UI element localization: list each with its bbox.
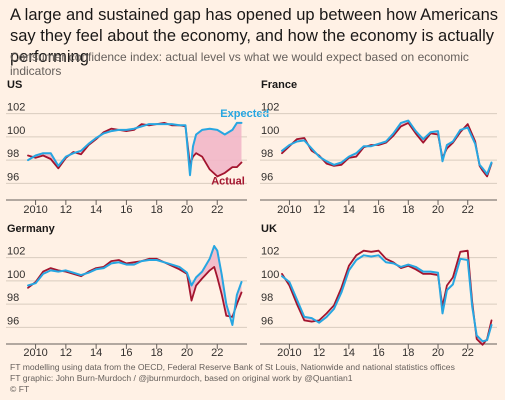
x-tick-label: 2010 bbox=[277, 204, 301, 216]
copyright-note: © FT bbox=[10, 384, 30, 394]
series-line-expected bbox=[27, 121, 243, 177]
y-tick-label: 96 bbox=[7, 171, 19, 183]
x-tick-label: 20 bbox=[432, 204, 444, 216]
x-tick-label: 18 bbox=[151, 347, 163, 359]
x-tick-label: 22 bbox=[211, 204, 223, 216]
y-tick-label: 98 bbox=[261, 292, 273, 304]
panel-title: UK bbox=[261, 223, 277, 235]
credit-note: FT graphic: John Burn-Murdoch / @jburnmu… bbox=[10, 373, 353, 383]
panel-title: France bbox=[261, 79, 297, 91]
y-tick-label: 98 bbox=[7, 148, 19, 160]
y-tick-label: 102 bbox=[261, 102, 279, 114]
x-tick-label: 12 bbox=[60, 204, 72, 216]
annotation-actual: Actual bbox=[211, 176, 245, 188]
x-tick-label: 14 bbox=[90, 204, 102, 216]
chart-title: A large and sustained gap has opened up … bbox=[10, 6, 499, 66]
gap-shading bbox=[282, 250, 492, 345]
y-tick-label: 102 bbox=[7, 246, 25, 258]
x-tick-label: 18 bbox=[402, 204, 414, 216]
x-tick-label: 2010 bbox=[23, 347, 47, 359]
y-tick-label: 96 bbox=[261, 171, 273, 183]
panel-title: Germany bbox=[7, 223, 56, 235]
y-tick-label: 102 bbox=[7, 102, 25, 114]
y-tick-label: 98 bbox=[7, 292, 19, 304]
panel-us: US 96 98 100 102 2010 12 14 16 18 20 22 Expected Actu… bbox=[6, 79, 269, 216]
x-tick-label: 20 bbox=[181, 204, 193, 216]
x-tick-label: 14 bbox=[90, 347, 102, 359]
y-tick-label: 100 bbox=[7, 269, 25, 281]
x-tick-label: 14 bbox=[343, 204, 355, 216]
annotation-expected: Expected bbox=[220, 108, 269, 120]
y-tick-label: 96 bbox=[261, 315, 273, 327]
panel-uk: UK 96 98 100 102 2010 12 14 16 18 20 22 bbox=[260, 223, 497, 359]
x-tick-label: 18 bbox=[402, 347, 414, 359]
x-tick-label: 22 bbox=[462, 204, 474, 216]
panel-germany: Germany 96 98 100 102 2010 12 14 16 18 20 22 bbox=[6, 223, 247, 359]
x-tick-label: 2010 bbox=[23, 204, 47, 216]
panel-title: US bbox=[7, 79, 22, 91]
x-tick-label: 18 bbox=[151, 204, 163, 216]
y-tick-label: 96 bbox=[7, 315, 19, 327]
y-tick-label: 102 bbox=[261, 246, 279, 258]
x-tick-label: 12 bbox=[60, 347, 72, 359]
series-line-expected bbox=[281, 254, 493, 343]
x-tick-label: 16 bbox=[120, 204, 132, 216]
x-tick-label: 16 bbox=[120, 347, 132, 359]
y-tick-label: 100 bbox=[261, 125, 279, 137]
x-tick-label: 12 bbox=[313, 347, 325, 359]
chart-footer: FT modelling using data from the OECD, F… bbox=[10, 362, 502, 395]
x-tick-label: 20 bbox=[432, 347, 444, 359]
chart-subtitle: Consumer confidence index: actual level … bbox=[10, 50, 469, 78]
panel-france: France 96 98 100 102 2010 12 14 16 18 20 22 bbox=[260, 79, 497, 216]
x-tick-label: 22 bbox=[462, 347, 474, 359]
x-tick-label: 16 bbox=[372, 204, 384, 216]
series-line-actual bbox=[281, 249, 493, 346]
x-tick-label: 12 bbox=[313, 204, 325, 216]
x-tick-label: 14 bbox=[343, 347, 355, 359]
source-note: FT modelling using data from the OECD, F… bbox=[10, 362, 455, 372]
x-tick-label: 22 bbox=[211, 347, 223, 359]
y-tick-label: 100 bbox=[7, 125, 25, 137]
series-line-actual bbox=[27, 257, 243, 318]
series-line-expected bbox=[27, 245, 243, 326]
x-tick-label: 2010 bbox=[277, 347, 301, 359]
x-tick-label: 20 bbox=[181, 347, 193, 359]
y-tick-label: 100 bbox=[261, 269, 279, 281]
series-line-expected bbox=[281, 119, 493, 176]
x-tick-label: 16 bbox=[372, 347, 384, 359]
y-tick-label: 98 bbox=[261, 148, 273, 160]
gap-shading bbox=[28, 122, 242, 177]
